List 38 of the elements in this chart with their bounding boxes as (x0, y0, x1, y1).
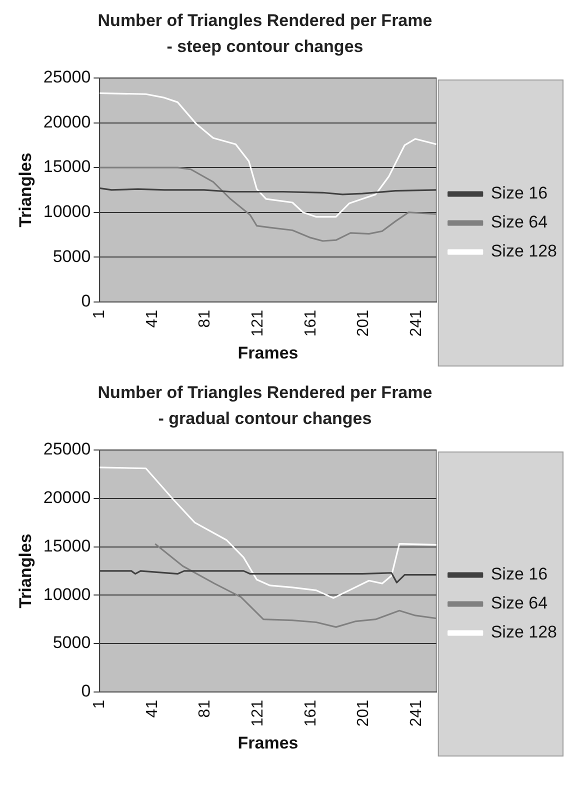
legend-label: Size 128 (490, 242, 558, 261)
x-tick-label: 201 (355, 700, 372, 727)
y-tick-label: 0 (81, 292, 91, 311)
legend-label: Size 16 (490, 564, 548, 584)
y-tick-label: 15000 (43, 536, 91, 556)
y-tick-label: 25000 (43, 440, 91, 459)
y-tick-label: 25000 (43, 68, 91, 87)
x-tick-label: 161 (302, 700, 320, 727)
y-tick-label: 0 (81, 682, 91, 701)
x-tick-label: 201 (355, 310, 372, 337)
y-tick-label: 20000 (43, 112, 91, 132)
y-axis-title: Triangles (16, 152, 35, 228)
legend-label: Size 64 (490, 212, 548, 232)
x-tick-label: 121 (250, 700, 267, 727)
x-tick-label: 241 (408, 310, 425, 337)
y-axis-title: Triangles (16, 534, 35, 608)
legend-label: Size 16 (490, 184, 548, 203)
x-tick-label: 1 (91, 310, 108, 319)
x-tick-label: 121 (250, 310, 267, 337)
x-tick-label: 41 (144, 310, 161, 328)
x-tick-label: 1 (91, 700, 108, 709)
y-tick-label: 15000 (43, 157, 91, 176)
x-axis-title: Frames (238, 733, 298, 752)
y-tick-label: 10000 (43, 584, 91, 604)
y-tick-label: 5000 (52, 633, 91, 652)
y-tick-label: 5000 (52, 246, 91, 266)
x-tick-label: 81 (196, 310, 214, 328)
x-tick-label: 161 (302, 310, 320, 337)
x-tick-label: 241 (408, 700, 425, 727)
y-tick-label: 10000 (43, 202, 91, 222)
chart-title: Number of Triangles Rendered per Frame - gradual contour changes (96, 382, 434, 430)
x-tick-label: 41 (144, 700, 161, 718)
y-tick-label: 20000 (43, 488, 91, 508)
legend-label: Size 128 (490, 622, 558, 642)
legend-label: Size 64 (490, 594, 548, 613)
x-tick-label: 81 (196, 700, 214, 718)
chart-title: Number of Triangles Rendered per Frame - steep contour changes (96, 10, 434, 58)
x-axis-title: Frames (238, 343, 298, 362)
